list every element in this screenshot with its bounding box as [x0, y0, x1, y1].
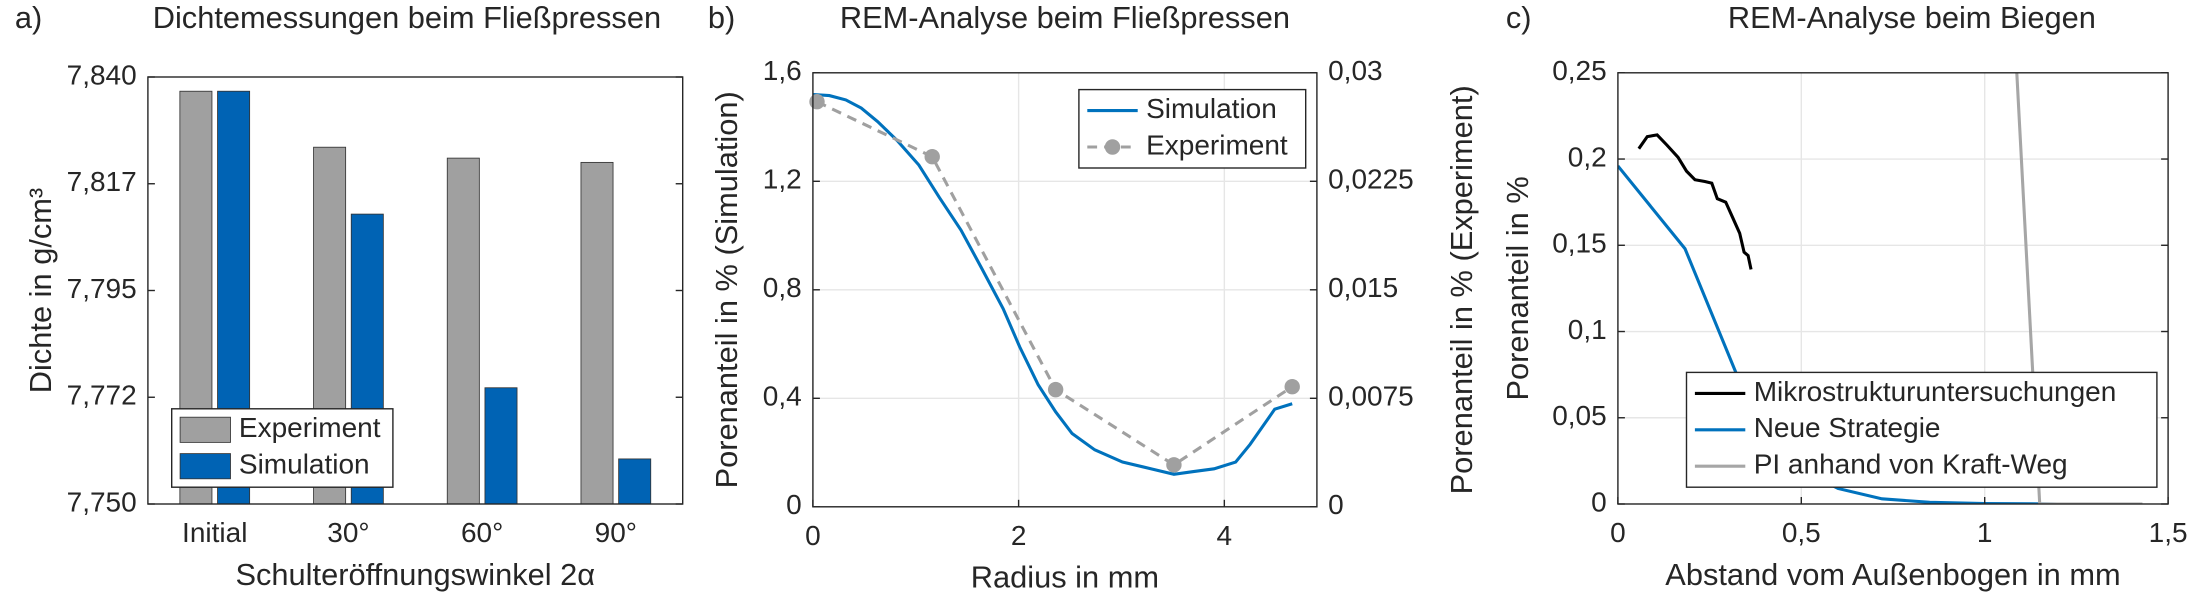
line	[1637, 133, 1753, 270]
legend-box	[1078, 88, 1307, 169]
y-tick-label: 7,817	[67, 166, 137, 197]
x-tick-label: Initial	[182, 517, 247, 548]
bar	[484, 387, 518, 504]
chart-title: REM-Analyse beim Biegen	[1728, 0, 2096, 35]
legend-swatch	[179, 453, 231, 480]
y-tick-label: 0,2	[1568, 141, 1607, 172]
y2-tick-label: 0,0225	[1328, 164, 1414, 195]
y-tick-label: 7,795	[67, 273, 137, 304]
marker	[1166, 457, 1182, 473]
x-tick-label: 0,5	[1782, 517, 1821, 548]
y-tick-label: 0,05	[1552, 400, 1607, 431]
bar	[446, 157, 480, 504]
x-tick-label: 30°	[327, 517, 369, 548]
line	[2015, 72, 2143, 504]
x-tick-label: 0	[1610, 517, 1626, 548]
x-tick-label: 90°	[595, 517, 637, 548]
marker	[809, 94, 825, 110]
line	[812, 92, 1293, 476]
y2-tick-label: 0,015	[1328, 272, 1398, 303]
y-tick-label: 0	[1591, 486, 1607, 517]
axes-box	[812, 72, 1318, 508]
x-tick-label: 4	[1217, 520, 1233, 551]
x-tick-label: 0	[805, 520, 821, 551]
x-axis-label: Schulteröffnungswinkel 2α	[235, 557, 595, 592]
x-tick-label: 1	[1977, 517, 1993, 548]
x-axis-label: Abstand vom Außenbogen in mm	[1665, 557, 2120, 592]
legend-label: Mikrostrukturuntersuchungen	[1754, 376, 2117, 407]
y-tick-label: 0,15	[1552, 228, 1607, 259]
chart-title: Dichtemessungen beim Fließpressen	[153, 0, 661, 35]
marker	[924, 149, 940, 165]
legend-box	[1685, 371, 2158, 488]
y-tick-label: 7,750	[67, 486, 137, 517]
legend-label: Experiment	[239, 412, 381, 443]
y-tick-label: 7,772	[67, 380, 137, 411]
legend-label: PI anhand von Kraft-Weg	[1754, 449, 2068, 480]
y2-tick-label: 0,03	[1328, 55, 1383, 86]
y2-tick-label: 0,0075	[1328, 381, 1414, 412]
y2-axis-label: Porenanteil in % (Experiment)	[1444, 85, 1479, 494]
y-tick-label: 0,4	[763, 381, 802, 412]
marker	[1047, 381, 1064, 398]
panel-label: b)	[708, 0, 735, 35]
marker	[1284, 379, 1300, 395]
x-tick-label: 60°	[461, 517, 503, 548]
y-axis-label: Dichte in g/cm³	[23, 188, 58, 393]
y-tick-label: 1,2	[763, 164, 802, 195]
y-tick-label: 0,1	[1568, 314, 1607, 345]
x-tick-label: 2	[1011, 520, 1027, 551]
y-tick-label: 0	[786, 489, 802, 520]
bar	[580, 161, 614, 504]
y-axis-label: Porenanteil in %	[1500, 176, 1535, 400]
legend-label: Simulation	[1146, 93, 1277, 124]
axes-box	[147, 76, 684, 505]
panel-label: a)	[15, 0, 42, 35]
x-tick-label: 1,5	[2149, 517, 2188, 548]
bar	[618, 458, 652, 504]
y-axis-label: Porenanteil in % (Simulation)	[709, 91, 744, 488]
legend-label: Neue Strategie	[1754, 412, 1941, 443]
y-tick-label: 0,8	[763, 272, 802, 303]
y-tick-label: 0,25	[1552, 55, 1607, 86]
legend-label: Simulation	[239, 449, 370, 480]
y-tick-label: 1,6	[763, 55, 802, 86]
y-tick-label: 7,840	[67, 59, 137, 90]
chart-title: REM-Analyse beim Fließpressen	[840, 0, 1290, 35]
legend-swatch	[179, 416, 231, 443]
legend-label: Experiment	[1146, 129, 1288, 160]
x-axis-label: Radius in mm	[971, 560, 1159, 595]
panel-label: c)	[1506, 0, 1532, 35]
y2-tick-label: 0	[1328, 489, 1344, 520]
axes-box	[1617, 72, 2169, 505]
legend-marker	[1104, 139, 1121, 155]
